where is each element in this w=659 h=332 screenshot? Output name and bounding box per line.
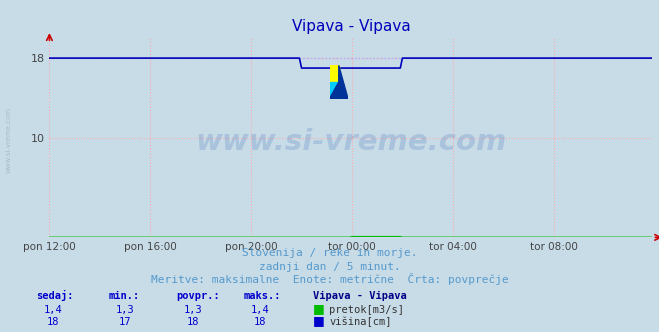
Text: 1,4: 1,4: [251, 305, 270, 315]
Text: zadnji dan / 5 minut.: zadnji dan / 5 minut.: [258, 262, 401, 272]
Text: ■: ■: [313, 314, 325, 327]
Text: višina[cm]: višina[cm]: [330, 316, 392, 327]
Text: pretok[m3/s]: pretok[m3/s]: [330, 305, 405, 315]
Text: min.:: min.:: [109, 291, 140, 301]
Text: Meritve: maksimalne  Enote: metrične  Črta: povprečje: Meritve: maksimalne Enote: metrične Črta…: [151, 273, 508, 285]
Text: Vipava - Vipava: Vipava - Vipava: [313, 291, 407, 301]
Text: 1,3: 1,3: [116, 305, 134, 315]
Text: 18: 18: [254, 317, 266, 327]
Text: 17: 17: [119, 317, 131, 327]
Bar: [330, 65, 339, 82]
Text: www.si-vreme.com: www.si-vreme.com: [195, 128, 507, 156]
Text: 18: 18: [47, 317, 59, 327]
Text: maks.:: maks.:: [244, 291, 281, 301]
Text: 1,3: 1,3: [184, 305, 202, 315]
Polygon shape: [339, 65, 348, 99]
Polygon shape: [330, 82, 339, 99]
Title: Vipava - Vipava: Vipava - Vipava: [291, 19, 411, 34]
Polygon shape: [330, 82, 339, 99]
Text: 18: 18: [187, 317, 199, 327]
Text: www.si-vreme.com: www.si-vreme.com: [5, 106, 11, 173]
Text: 1,4: 1,4: [43, 305, 62, 315]
Text: Slovenija / reke in morje.: Slovenija / reke in morje.: [242, 248, 417, 258]
Text: ■: ■: [313, 302, 325, 315]
Text: povpr.:: povpr.:: [177, 291, 220, 301]
Text: sedaj:: sedaj:: [36, 290, 74, 301]
